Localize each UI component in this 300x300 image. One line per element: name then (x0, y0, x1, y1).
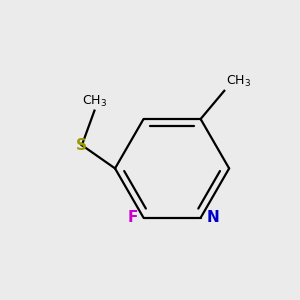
Text: N: N (206, 210, 219, 225)
Text: F: F (128, 210, 138, 225)
Text: CH$_3$: CH$_3$ (226, 74, 251, 89)
Text: S: S (76, 138, 87, 153)
Text: CH$_3$: CH$_3$ (82, 94, 107, 109)
